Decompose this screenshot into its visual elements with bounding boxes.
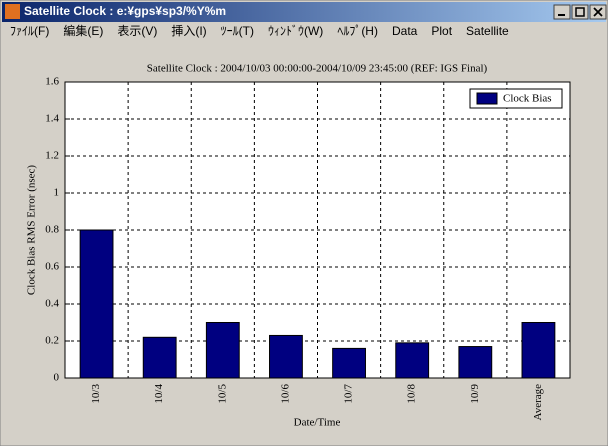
menu-item[interactable]: ﾂｰﾙ(T) bbox=[221, 24, 254, 38]
y-axis-label: Clock Bias RMS Error (nsec) bbox=[26, 165, 38, 295]
x-tick-label: 10/5 bbox=[216, 384, 228, 404]
x-tick-label: 10/4 bbox=[153, 384, 165, 404]
chart: 0 0.2 0.4 0.6 0.8 1 1.2 1.4 1.6 10/3 10/4 10/5 10/6 1… bbox=[45, 76, 570, 421]
x-tick-label: 10/9 bbox=[469, 384, 481, 404]
menu-item[interactable]: ﾍﾙﾌﾟ(H) bbox=[337, 24, 378, 38]
menu-item[interactable]: Data bbox=[392, 24, 418, 38]
bar bbox=[521, 322, 556, 379]
x-tick-label: 10/8 bbox=[406, 384, 418, 404]
bar bbox=[205, 322, 240, 379]
y-tick-label: 1.4 bbox=[45, 113, 59, 125]
y-tick-label: 1 bbox=[54, 187, 60, 199]
app-icon bbox=[5, 4, 20, 19]
bar bbox=[395, 342, 430, 379]
title-bar bbox=[2, 2, 606, 22]
maximize-icon bbox=[575, 7, 585, 17]
maximize-button[interactable] bbox=[571, 4, 589, 20]
menu-item[interactable]: Plot bbox=[431, 24, 452, 38]
menu-item[interactable]: 挿入(I) bbox=[171, 24, 206, 38]
menu-item[interactable]: 表示(V) bbox=[117, 24, 157, 38]
bar bbox=[269, 334, 303, 379]
y-tick-label: 1.2 bbox=[45, 150, 59, 162]
menu-bar: ﾌｧｲﾙ(F) 編集(E) 表示(V) 挿入(I) ﾂｰﾙ(T) ｳｨﾝﾄﾞｳ(W) ﾍﾙﾌ… bbox=[10, 23, 509, 38]
window-title: Satellite Clock : e:¥gps¥sp3/%Y%m bbox=[24, 4, 226, 18]
bar bbox=[142, 336, 177, 379]
legend-label: Clock Bias bbox=[503, 93, 552, 105]
bar bbox=[79, 229, 114, 379]
x-tick-label: 10/7 bbox=[343, 384, 355, 404]
window-buttons bbox=[553, 4, 607, 20]
y-tick-label: 1.6 bbox=[45, 76, 59, 88]
menu-item[interactable]: ﾌｧｲﾙ(F) bbox=[10, 24, 49, 38]
y-tick-label: 0.2 bbox=[45, 335, 59, 347]
x-tick-label: 10/3 bbox=[90, 384, 102, 404]
minimize-button[interactable] bbox=[553, 4, 571, 20]
axes-box bbox=[64, 81, 571, 379]
bar bbox=[458, 346, 493, 379]
y-tick-label: 0.6 bbox=[45, 261, 59, 273]
legend-swatch bbox=[476, 92, 498, 105]
chart-title: Satellite Clock : 2004/10/03 00:00:00-20… bbox=[147, 63, 488, 75]
y-tick-label: 0.8 bbox=[45, 224, 59, 236]
menu-item[interactable]: ｳｨﾝﾄﾞｳ(W) bbox=[268, 24, 323, 38]
menu-item[interactable]: Satellite bbox=[466, 24, 509, 38]
x-tick-label: Average bbox=[532, 384, 544, 421]
y-tick-label: 0 bbox=[54, 372, 60, 384]
close-icon bbox=[593, 7, 603, 17]
x-tick-label: 10/6 bbox=[279, 384, 291, 404]
y-tick-label: 0.4 bbox=[45, 298, 59, 310]
x-axis-label: Date/Time bbox=[294, 417, 341, 429]
bar bbox=[332, 347, 366, 379]
menu-item[interactable]: 編集(E) bbox=[63, 23, 103, 38]
